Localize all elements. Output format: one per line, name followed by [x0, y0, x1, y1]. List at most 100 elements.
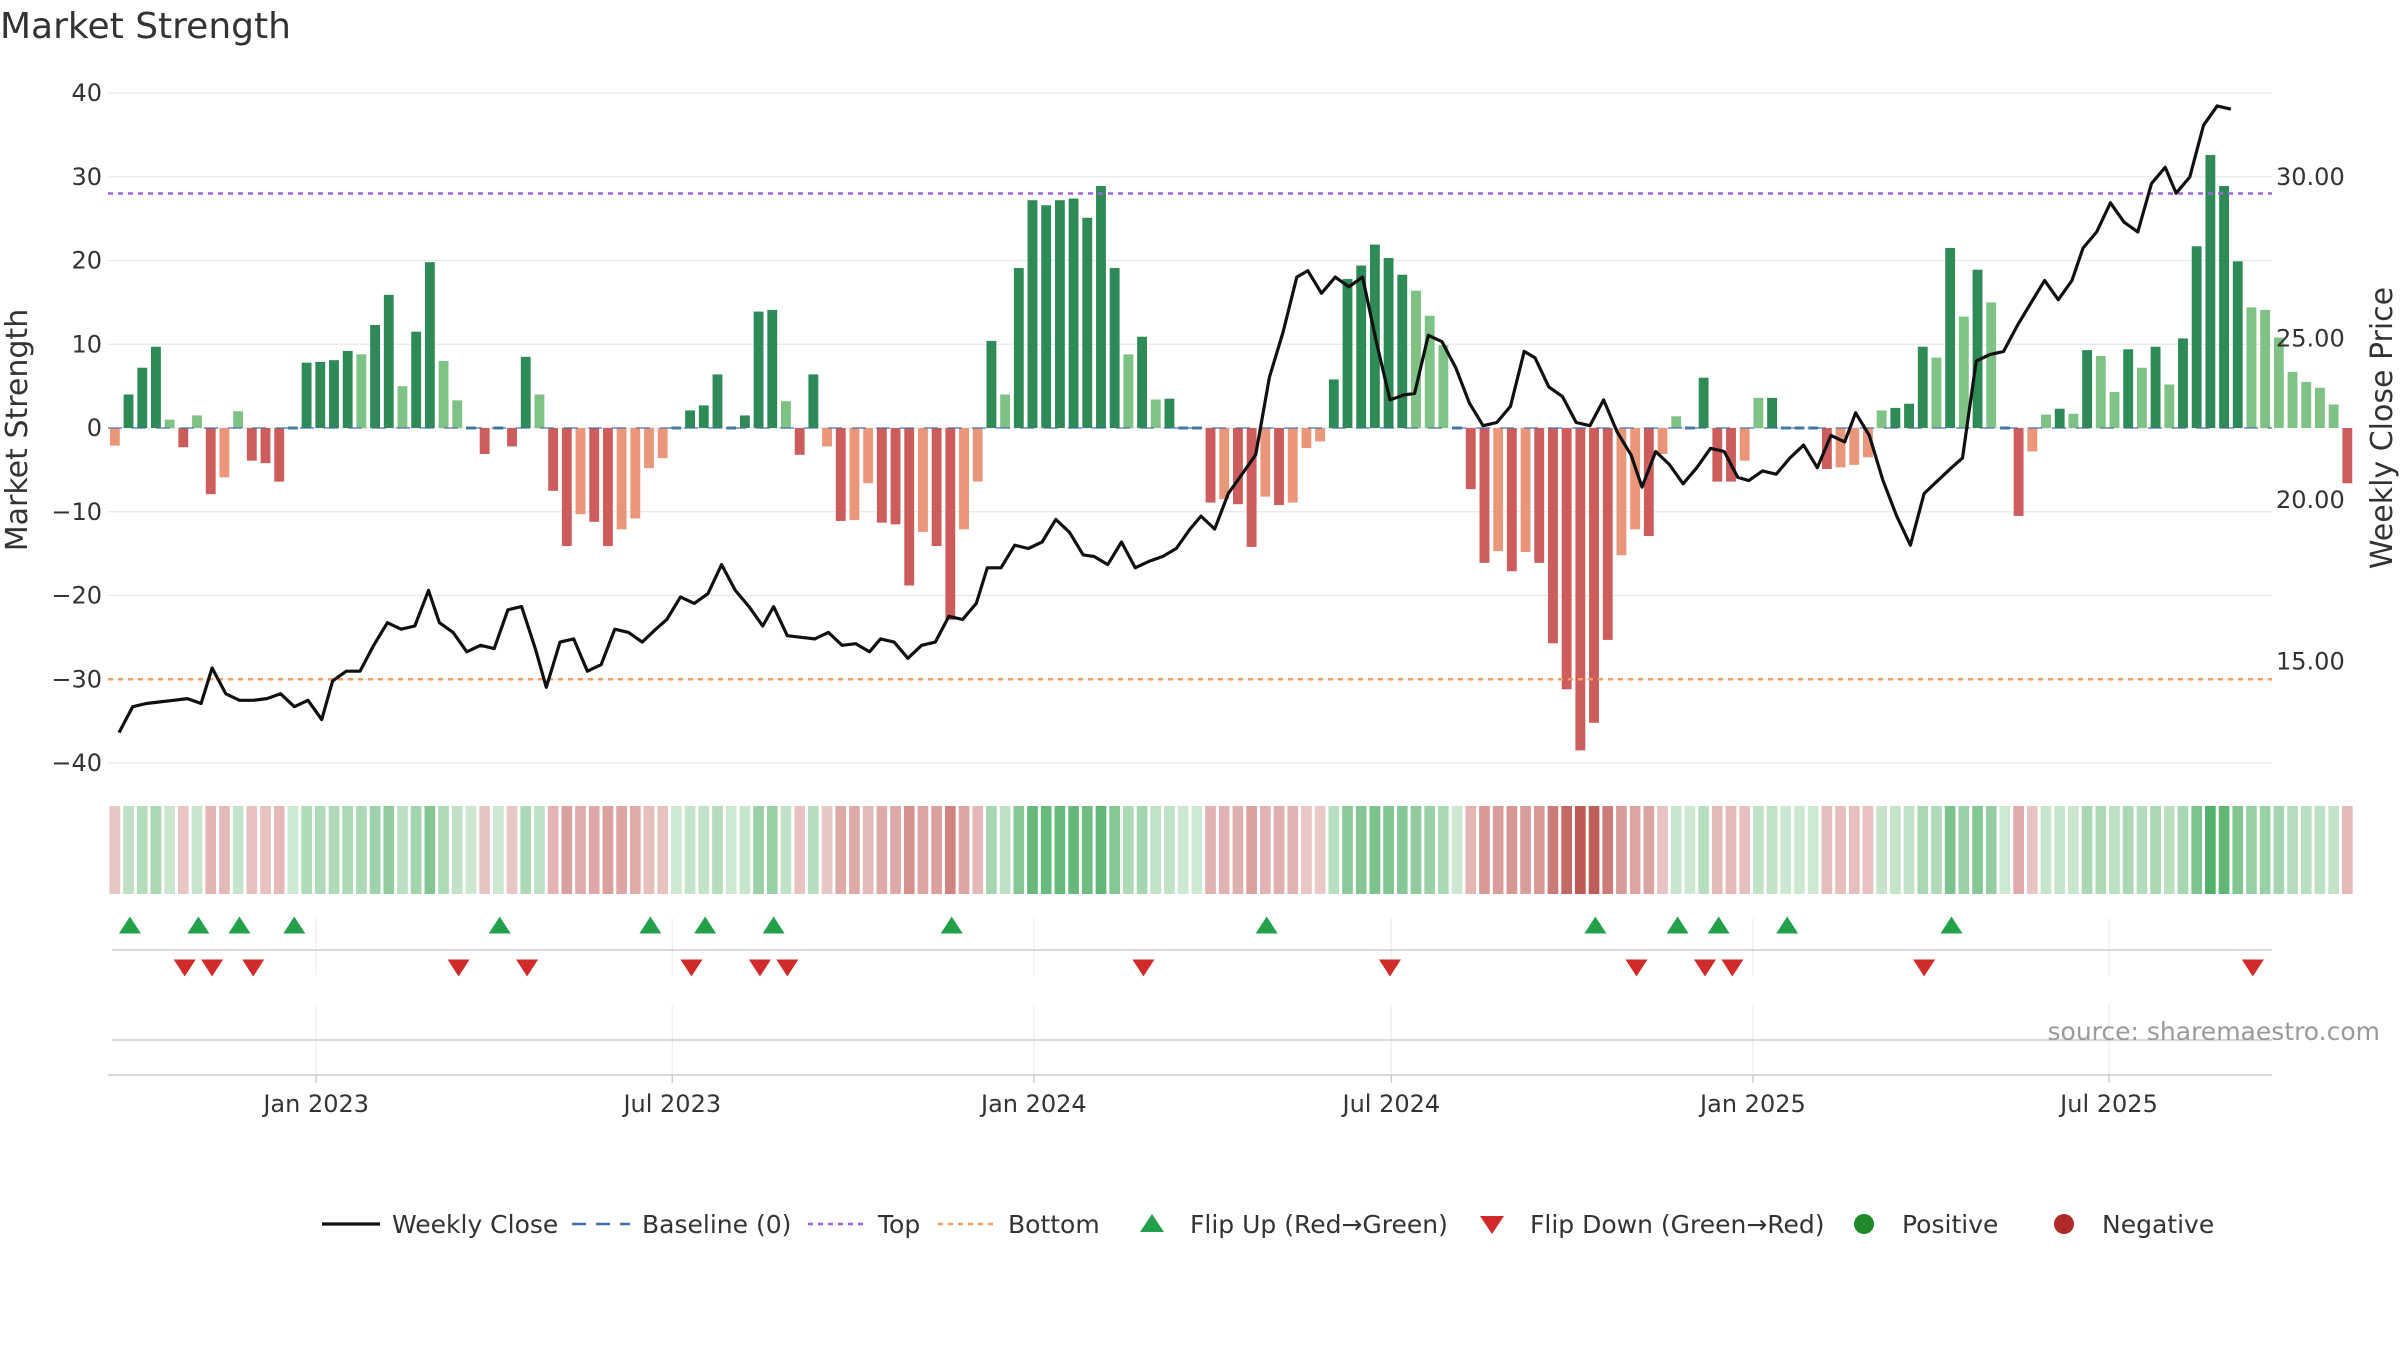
heat-cell	[602, 806, 614, 894]
strength-bar	[1534, 428, 1545, 563]
flip-up-marker	[1707, 916, 1730, 934]
flip-up-marker	[283, 916, 306, 934]
flip-up-marker	[118, 916, 141, 934]
flip-down-marker	[680, 959, 703, 977]
heat-cell	[1835, 806, 1846, 894]
strength-bar	[890, 428, 901, 525]
heat-cell	[177, 806, 189, 894]
x-tick-label: Jul 2025	[2058, 1090, 2158, 1118]
heat-cell	[575, 806, 586, 894]
strength-bars	[109, 154, 2353, 751]
heat-cell	[2068, 806, 2079, 894]
legend: Weekly Close Baseline (0) Top Bottom Flip Up…	[322, 1210, 2214, 1239]
heat-cell	[1533, 806, 1545, 894]
strength-bar	[1233, 428, 1243, 505]
heat-cell	[164, 806, 175, 894]
strength-bar	[1260, 428, 1271, 497]
heat-cell	[671, 806, 682, 894]
strength-bar	[123, 394, 134, 428]
legend-label: Negative	[2102, 1210, 2214, 1239]
strength-bar	[1150, 399, 1161, 428]
x-tick-label: Jul 2023	[621, 1090, 721, 1118]
legend-triangle-down-icon	[1480, 1216, 1504, 1234]
heat-cell	[410, 806, 422, 894]
heat-cell	[1807, 806, 1819, 894]
heat-cell	[1054, 806, 1066, 894]
strength-bar	[219, 428, 230, 478]
strength-bar	[945, 428, 956, 620]
heat-cell	[1164, 806, 1175, 894]
strength-bar	[959, 428, 969, 530]
heat-cell	[2232, 806, 2244, 894]
y-tick-label: −20	[51, 582, 102, 610]
heat-cell	[1903, 806, 1915, 894]
flip-down-marker	[516, 959, 539, 977]
strength-bar	[1931, 357, 1942, 428]
heat-cell	[479, 806, 490, 894]
strength-bar	[2027, 428, 2038, 452]
heat-cell	[1027, 806, 1038, 894]
strength-bar	[356, 354, 367, 428]
strength-bar	[1000, 394, 1011, 428]
heat-cell	[1177, 806, 1189, 894]
heat-cell	[684, 806, 696, 894]
heat-cell	[944, 806, 956, 894]
strength-bar	[301, 362, 312, 428]
heat-cell	[465, 806, 477, 894]
strength-bar	[1411, 290, 1421, 428]
strength-bar	[1506, 428, 1517, 572]
strength-bar	[178, 428, 189, 448]
heat-cell	[2163, 806, 2175, 894]
heat-cell	[451, 806, 463, 894]
legend-item: Positive	[1854, 1210, 1998, 1239]
heat-cell	[1643, 806, 1655, 894]
heat-cell	[849, 806, 860, 894]
heat-cell	[1492, 806, 1504, 894]
legend-label: Positive	[1902, 1210, 1998, 1239]
y-tick-label: 30	[71, 163, 102, 191]
flip-down-marker	[201, 959, 224, 977]
strength-bar	[2082, 350, 2093, 428]
heat-cell	[766, 806, 778, 894]
heat-cell	[780, 806, 792, 894]
strength-bar	[329, 360, 339, 428]
heat-cell	[698, 806, 710, 894]
strength-bar	[1684, 426, 1695, 430]
strength-bar	[383, 294, 394, 428]
strength-bar	[2013, 428, 2024, 516]
heat-cell	[1575, 806, 1586, 894]
heat-cell	[794, 806, 805, 894]
strength-bar	[2328, 404, 2339, 428]
strength-bar	[1863, 428, 1873, 458]
strength-bar	[2315, 387, 2325, 428]
flip-down-marker	[447, 959, 470, 977]
heat-cell	[657, 806, 669, 894]
strength-bar	[2164, 384, 2175, 428]
y-tick-label: 0	[87, 414, 102, 442]
x-tick-label: Jul 2024	[1340, 1090, 1440, 1118]
heat-cell	[1616, 806, 1627, 894]
strength-bar	[2191, 246, 2202, 428]
strength-bar	[2054, 408, 2065, 428]
heat-cell	[2013, 806, 2024, 894]
heat-cell	[1191, 806, 1203, 894]
heat-cell	[2314, 806, 2326, 894]
heat-cell	[712, 806, 723, 894]
strength-bar	[822, 428, 832, 447]
flip-down-marker	[173, 959, 196, 977]
heat-cell	[397, 806, 408, 894]
reference-lines	[108, 192, 2272, 681]
flip-up-marker	[187, 916, 210, 934]
strength-bar	[1465, 428, 1476, 490]
strength-bar	[164, 419, 175, 428]
heat-cell	[561, 806, 573, 894]
strength-bar	[2342, 428, 2353, 484]
strength-bar	[1671, 416, 1682, 428]
heat-cell	[246, 806, 258, 894]
strength-bar	[1712, 428, 1723, 482]
strength-bar	[1739, 428, 1750, 461]
heat-cell	[1999, 806, 2011, 894]
y2-tick-label: 15.00	[2276, 648, 2345, 676]
heat-cell	[1657, 806, 1668, 894]
heat-cell	[1931, 806, 1942, 894]
